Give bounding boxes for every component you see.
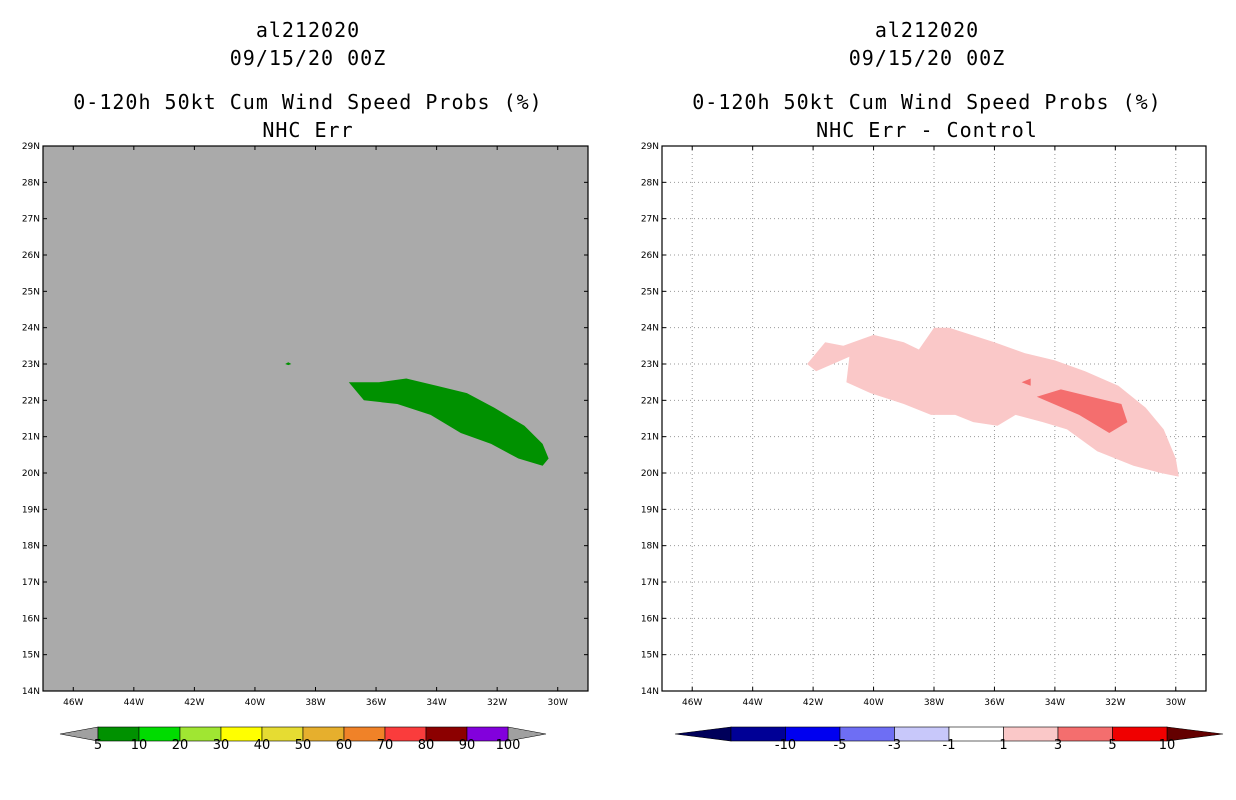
lon-tick-label: 36W bbox=[366, 698, 386, 708]
lat-tick-label: 21N bbox=[641, 433, 659, 443]
lat-tick-label: 27N bbox=[22, 215, 40, 225]
right-title-subtitle: NHC Err - Control bbox=[816, 118, 1038, 142]
lat-tick-label: 22N bbox=[641, 396, 659, 406]
colorbar-1: -10 -5 -3 -1 1 3 5 10 bbox=[674, 726, 1224, 753]
colorbar-label: 70 bbox=[377, 738, 394, 753]
colorbar-label: -1 bbox=[943, 738, 956, 753]
lat-tick-label: 14N bbox=[22, 687, 40, 697]
lat-tick-label: 19N bbox=[641, 505, 659, 515]
probability-region-0 bbox=[807, 327, 1179, 477]
colorbar-label: 60 bbox=[336, 738, 353, 753]
lon-tick-label: 32W bbox=[1105, 698, 1125, 708]
right-title-date: 09/15/20 00Z bbox=[848, 46, 1006, 70]
colorbar-label: 80 bbox=[418, 738, 435, 753]
colorbar-swatch bbox=[1003, 726, 1059, 742]
lat-tick-label: 15N bbox=[641, 651, 659, 661]
lon-tick-label: 40W bbox=[245, 698, 265, 708]
lon-tick-label: 38W bbox=[924, 698, 944, 708]
lat-tick-label: 15N bbox=[22, 651, 40, 661]
lat-tick-label: 29N bbox=[22, 142, 40, 152]
colorbar-label: 10 bbox=[131, 738, 148, 753]
lat-tick-label: 24N bbox=[22, 324, 40, 334]
probability-region-1 bbox=[285, 362, 292, 366]
colorbar-label: -3 bbox=[888, 738, 901, 753]
lat-tick-label: 18N bbox=[641, 542, 659, 552]
lat-tick-label: 20N bbox=[641, 469, 659, 479]
lon-tick-label: 42W bbox=[803, 698, 823, 708]
lon-tick-label: 36W bbox=[984, 698, 1004, 708]
lon-tick-label: 44W bbox=[742, 698, 762, 708]
lat-tick-label: 19N bbox=[22, 505, 40, 515]
colorbar-swatch bbox=[839, 726, 895, 742]
colorbar-label: 3 bbox=[1054, 738, 1062, 753]
lat-tick-label: 24N bbox=[641, 324, 659, 334]
colorbar-label: -5 bbox=[834, 738, 847, 753]
right-title-id: al212020 bbox=[874, 18, 980, 42]
colorbar-0: 5 10 20 30 40 50 60 70 80 90 100 bbox=[59, 726, 547, 753]
colorbar-label: 90 bbox=[459, 738, 476, 753]
probability-region-1 bbox=[1036, 389, 1128, 433]
lat-tick-label: 17N bbox=[641, 578, 659, 588]
lat-tick-label: 17N bbox=[22, 578, 40, 588]
colorbar-label: 100 bbox=[496, 738, 521, 753]
lat-tick-label: 16N bbox=[22, 614, 40, 624]
colorbar-label: 50 bbox=[295, 738, 312, 753]
lat-tick-label: 28N bbox=[22, 178, 40, 188]
right-title-product: 0-120h 50kt Cum Wind Speed Probs (%) bbox=[692, 90, 1162, 114]
colorbar-label: -10 bbox=[775, 738, 796, 753]
lat-tick-label: 29N bbox=[641, 142, 659, 152]
lat-tick-label: 26N bbox=[22, 251, 40, 261]
lon-tick-label: 34W bbox=[426, 698, 446, 708]
colorbar-right-arrow bbox=[1166, 726, 1224, 742]
map-panel-0: 46W 44W 42W 40W 38W 36W 34W 32W 30W 14N 15N 16N 17N 1… bbox=[22, 142, 589, 708]
left-title-product: 0-120h 50kt Cum Wind Speed Probs (%) bbox=[73, 90, 543, 114]
lon-tick-label: 38W bbox=[305, 698, 325, 708]
colorbar-swatch bbox=[1057, 726, 1113, 742]
lon-tick-label: 46W bbox=[682, 698, 702, 708]
lon-tick-label: 44W bbox=[124, 698, 144, 708]
lon-tick-label: 42W bbox=[184, 698, 204, 708]
lat-tick-label: 22N bbox=[22, 396, 40, 406]
map-panel-1: 46W 44W 42W 40W 38W 36W 34W 32W 30W 14N 15N 16N 17N 1… bbox=[641, 142, 1207, 708]
colorbar-label: 30 bbox=[213, 738, 230, 753]
lat-tick-label: 26N bbox=[641, 251, 659, 261]
lat-tick-label: 25N bbox=[641, 287, 659, 297]
left-title-date: 09/15/20 00Z bbox=[229, 46, 387, 70]
probability-region-0 bbox=[348, 378, 549, 466]
lat-tick-label: 21N bbox=[22, 433, 40, 443]
colorbar-label: 20 bbox=[172, 738, 189, 753]
colorbar-left-arrow bbox=[674, 726, 732, 742]
lat-tick-label: 25N bbox=[22, 287, 40, 297]
lon-tick-label: 46W bbox=[63, 698, 83, 708]
lat-tick-label: 16N bbox=[641, 614, 659, 624]
colorbar-left-arrow bbox=[59, 726, 99, 742]
lat-tick-label: 23N bbox=[641, 360, 659, 370]
lat-tick-label: 20N bbox=[22, 469, 40, 479]
lon-tick-label: 32W bbox=[487, 698, 507, 708]
lat-tick-label: 14N bbox=[641, 687, 659, 697]
lon-tick-label: 40W bbox=[863, 698, 883, 708]
lon-tick-label: 34W bbox=[1045, 698, 1065, 708]
lon-tick-label: 30W bbox=[548, 698, 568, 708]
probability-region-2 bbox=[1021, 378, 1031, 386]
lat-tick-label: 23N bbox=[22, 360, 40, 370]
colorbar-swatch bbox=[466, 726, 509, 742]
colorbar-swatch bbox=[894, 726, 950, 742]
colorbar-swatch bbox=[948, 726, 1004, 742]
left-title-subtitle: NHC Err bbox=[262, 118, 354, 142]
lat-tick-label: 18N bbox=[22, 542, 40, 552]
left-title-id: al212020 bbox=[255, 18, 361, 42]
colorbar-label: 40 bbox=[254, 738, 271, 753]
colorbar-label: 10 bbox=[1159, 738, 1176, 753]
lat-tick-label: 27N bbox=[641, 215, 659, 225]
lon-tick-label: 30W bbox=[1166, 698, 1186, 708]
lat-tick-label: 28N bbox=[641, 178, 659, 188]
colorbar-swatch bbox=[1112, 726, 1168, 742]
colorbar-label: 5 bbox=[1108, 738, 1116, 753]
colorbar-label: 1 bbox=[999, 738, 1007, 753]
colorbar-label: 5 bbox=[94, 738, 102, 753]
